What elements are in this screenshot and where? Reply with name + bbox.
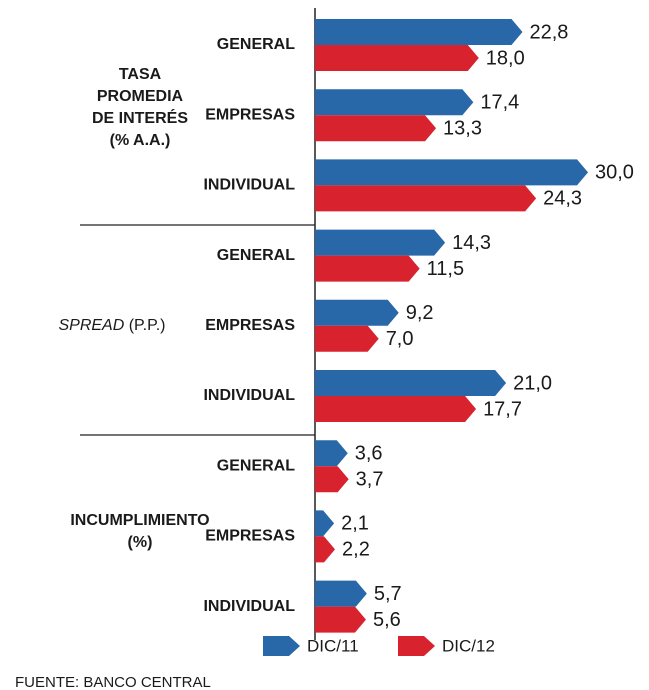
group-label-part: PROMEDIA	[97, 88, 184, 105]
bar	[315, 159, 588, 186]
bar	[315, 606, 366, 633]
value-label: 3,6	[355, 442, 383, 464]
value-label: 17,4	[480, 91, 519, 113]
bar	[315, 325, 379, 352]
bar	[315, 510, 335, 537]
legend-label: DIC/11	[307, 636, 359, 655]
group-label: DE INTERÉS	[92, 108, 188, 127]
value-label: 5,7	[374, 583, 402, 605]
value-label: 24,3	[543, 188, 582, 210]
category-label: EMPRESAS	[205, 106, 295, 123]
value-label: 3,7	[356, 468, 384, 490]
bar	[315, 536, 336, 563]
group-label-part: SPREAD	[58, 317, 124, 334]
group-label: (%)	[128, 534, 153, 551]
value-label: 5,6	[373, 609, 401, 631]
source: FUENTE: BANCO CENTRAL	[15, 674, 211, 690]
value-label: 7,0	[386, 328, 414, 350]
group-label: (% A.A.)	[110, 132, 171, 149]
value-label: 2,2	[342, 539, 370, 561]
legend-swatch	[263, 636, 300, 656]
value-label: 18,0	[486, 47, 525, 69]
bar	[315, 440, 348, 467]
group-label: TASA	[119, 66, 162, 83]
value-label: 9,2	[406, 302, 434, 324]
category-label: INDIVIDUAL	[203, 387, 295, 404]
bar	[315, 466, 349, 493]
bar	[315, 45, 479, 71]
group-label: SPREAD (P.P.)	[58, 317, 165, 334]
group-label-part: (P.P.)	[124, 317, 165, 334]
value-label: 21,0	[513, 372, 552, 394]
category-label: GENERAL	[217, 247, 295, 264]
group-label: INCUMPLIMIENTO	[70, 512, 209, 529]
value-label: 2,1	[341, 513, 369, 535]
group-label-part: TASA	[119, 66, 162, 83]
value-label: 14,3	[452, 232, 491, 254]
bar	[315, 89, 474, 116]
group-label-part: INCUMPLIMIENTO	[70, 512, 209, 529]
bar	[315, 229, 446, 256]
category-label: INDIVIDUAL	[203, 177, 295, 194]
category-label: EMPRESAS	[205, 528, 295, 545]
value-label: 17,7	[483, 398, 522, 420]
bar	[315, 255, 420, 282]
bar	[315, 115, 437, 142]
group-label-part: (% A.A.)	[110, 132, 171, 149]
bar	[315, 370, 507, 396]
category-label: GENERAL	[217, 36, 295, 53]
bar	[315, 185, 537, 212]
bar	[315, 396, 477, 422]
value-label: 11,5	[427, 258, 464, 280]
value-label: 22,8	[529, 21, 568, 43]
category-label: EMPRESAS	[205, 317, 295, 334]
group-label-part: DE INTERÉS	[92, 108, 188, 127]
group-label: PROMEDIA	[97, 88, 184, 105]
category-label: INDIVIDUAL	[203, 598, 295, 615]
value-label: 13,3	[443, 117, 482, 139]
legend-label: DIC/12	[442, 636, 495, 655]
category-label: GENERAL	[217, 457, 295, 474]
group-label-part: (%)	[128, 534, 153, 551]
bar	[315, 580, 367, 607]
legend-swatch	[398, 636, 435, 656]
value-label: 30,0	[595, 162, 634, 184]
bar	[315, 299, 399, 326]
bar	[315, 19, 523, 45]
